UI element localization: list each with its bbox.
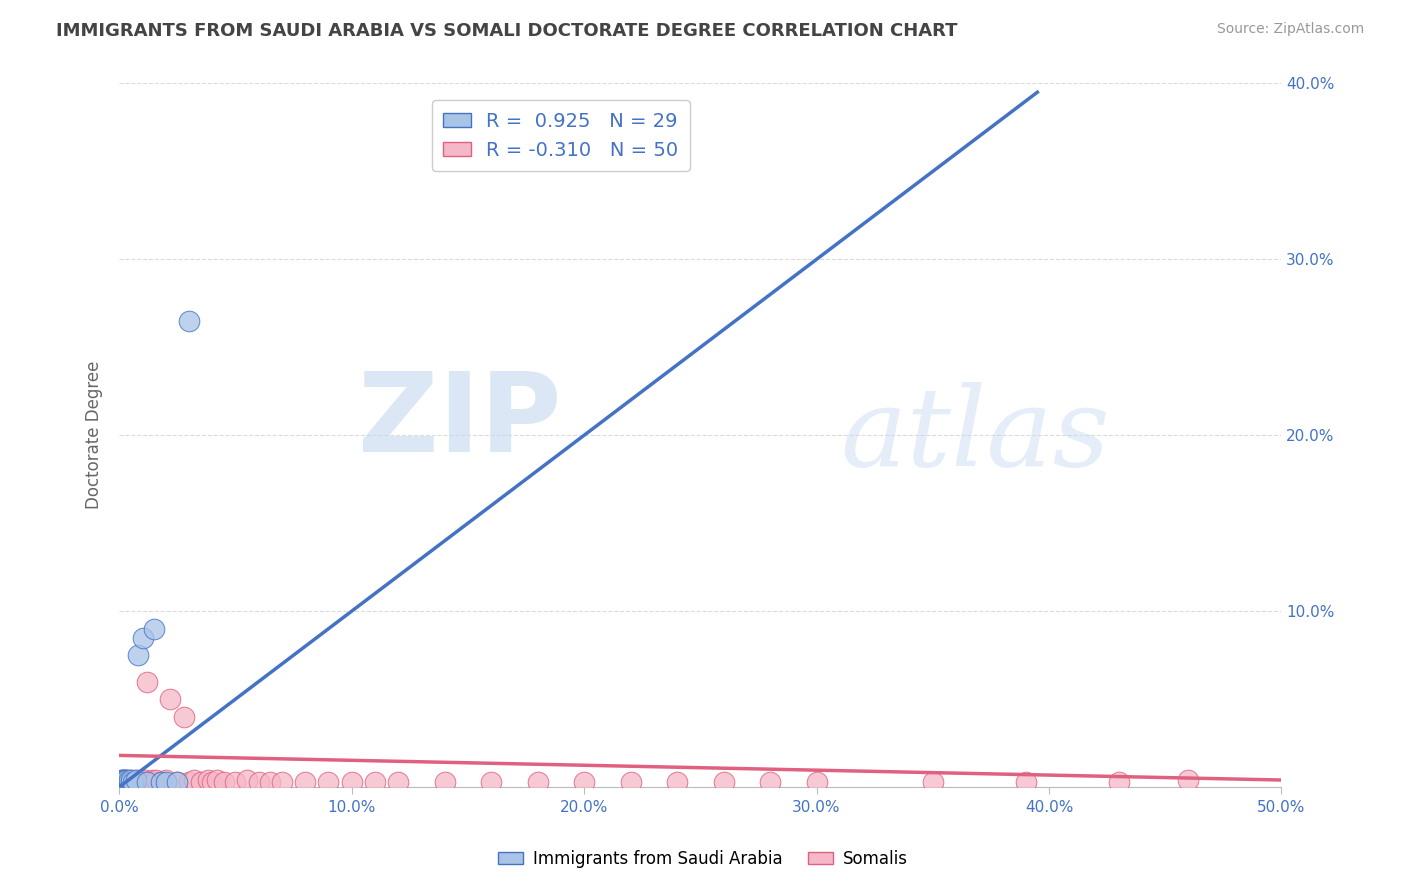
Point xyxy=(526,774,548,789)
Point xyxy=(177,314,200,328)
Point xyxy=(806,774,828,789)
Point xyxy=(387,774,409,789)
Point xyxy=(190,774,212,789)
Point xyxy=(124,772,146,787)
Point xyxy=(159,692,181,706)
Text: ZIP: ZIP xyxy=(357,368,561,475)
Point xyxy=(124,772,146,787)
Point xyxy=(131,631,153,645)
Point xyxy=(120,772,142,787)
Point xyxy=(166,774,188,789)
Point xyxy=(112,772,135,787)
Point xyxy=(294,774,316,789)
Point xyxy=(120,774,142,789)
Point xyxy=(1177,772,1199,787)
Point xyxy=(620,774,643,789)
Point xyxy=(110,774,132,789)
Point xyxy=(572,774,595,789)
Point xyxy=(340,774,363,789)
Point xyxy=(205,772,228,787)
Point xyxy=(224,774,246,789)
Point xyxy=(201,774,224,789)
Point xyxy=(150,774,173,789)
Point xyxy=(212,774,235,789)
Point xyxy=(666,774,689,789)
Point xyxy=(173,709,195,723)
Point xyxy=(247,774,270,789)
Point xyxy=(122,774,145,789)
Legend: R =  0.925   N = 29, R = -0.310   N = 50: R = 0.925 N = 29, R = -0.310 N = 50 xyxy=(432,100,690,171)
Text: IMMIGRANTS FROM SAUDI ARABIA VS SOMALI DOCTORATE DEGREE CORRELATION CHART: IMMIGRANTS FROM SAUDI ARABIA VS SOMALI D… xyxy=(56,22,957,40)
Text: atlas: atlas xyxy=(839,382,1109,489)
Point xyxy=(110,772,132,787)
Point xyxy=(143,774,166,789)
Point xyxy=(110,774,132,789)
Point xyxy=(921,774,943,789)
Text: Source: ZipAtlas.com: Source: ZipAtlas.com xyxy=(1216,22,1364,37)
Point xyxy=(112,774,135,789)
Point xyxy=(259,774,281,789)
Point xyxy=(433,774,456,789)
Point xyxy=(122,774,145,789)
Point xyxy=(1015,774,1038,789)
Point xyxy=(318,774,340,789)
Point xyxy=(479,774,502,789)
Point xyxy=(110,774,132,789)
Legend: Immigrants from Saudi Arabia, Somalis: Immigrants from Saudi Arabia, Somalis xyxy=(492,844,914,875)
Point xyxy=(115,772,138,787)
Point xyxy=(177,774,200,789)
Point xyxy=(1108,774,1130,789)
Point xyxy=(115,772,138,787)
Point xyxy=(117,774,139,789)
Point xyxy=(115,774,138,789)
Point xyxy=(117,774,139,789)
Point xyxy=(155,774,177,789)
Point xyxy=(112,774,135,789)
Point xyxy=(197,772,219,787)
Point xyxy=(117,772,139,787)
Point xyxy=(166,774,188,789)
Point xyxy=(143,622,166,636)
Point xyxy=(141,772,163,787)
Point xyxy=(127,648,149,662)
Point xyxy=(183,772,205,787)
Point xyxy=(138,774,160,789)
Point xyxy=(112,774,135,789)
Point xyxy=(112,774,135,789)
Point xyxy=(364,774,387,789)
Point xyxy=(131,774,153,789)
Point xyxy=(150,774,173,789)
Point xyxy=(112,772,135,787)
Point xyxy=(759,774,782,789)
Point xyxy=(155,772,177,787)
Point xyxy=(713,774,735,789)
Point xyxy=(110,772,132,787)
Point xyxy=(110,774,132,789)
Point xyxy=(134,772,156,787)
Point xyxy=(136,774,159,789)
Point xyxy=(115,772,138,787)
Point xyxy=(120,772,142,787)
Point xyxy=(129,772,152,787)
Point xyxy=(236,772,259,787)
Point xyxy=(110,772,132,787)
Point xyxy=(271,774,294,789)
Point xyxy=(145,772,167,787)
Y-axis label: Doctorate Degree: Doctorate Degree xyxy=(86,361,103,509)
Point xyxy=(127,774,149,789)
Point xyxy=(136,674,159,689)
